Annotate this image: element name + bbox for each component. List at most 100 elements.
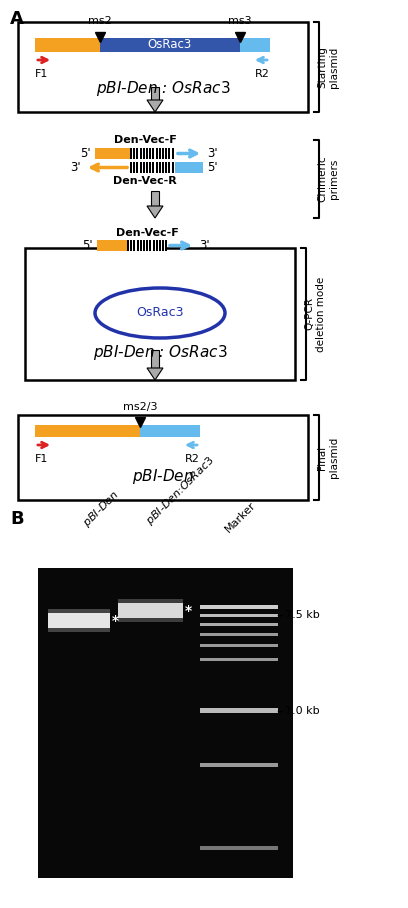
Text: ms3: ms3 xyxy=(228,16,252,26)
Text: 1.0 kb: 1.0 kb xyxy=(285,706,319,716)
Bar xyxy=(97,240,127,251)
Bar xyxy=(140,425,200,437)
Text: ms2/3: ms2/3 xyxy=(123,402,157,412)
Bar xyxy=(136,162,138,173)
Bar xyxy=(130,148,175,159)
Bar xyxy=(151,350,159,368)
Bar xyxy=(100,38,240,52)
Text: F1: F1 xyxy=(35,69,49,79)
Bar xyxy=(162,162,164,173)
Text: R2: R2 xyxy=(185,454,200,464)
Bar xyxy=(175,162,203,173)
Text: 5': 5' xyxy=(82,239,93,252)
Bar xyxy=(200,605,278,609)
Text: 5': 5' xyxy=(80,147,91,160)
Bar xyxy=(155,162,157,173)
Bar xyxy=(240,38,270,52)
Bar xyxy=(200,644,278,647)
Bar xyxy=(143,148,145,159)
Bar xyxy=(151,87,159,100)
Text: Q-PCR
deletion mode: Q-PCR deletion mode xyxy=(304,276,326,351)
Bar xyxy=(130,162,175,173)
Bar xyxy=(153,148,154,159)
Bar xyxy=(149,240,151,251)
Bar xyxy=(153,162,154,173)
Bar xyxy=(165,162,167,173)
Bar xyxy=(153,240,155,251)
Bar xyxy=(200,658,278,661)
Bar xyxy=(48,609,110,632)
Bar xyxy=(35,425,140,437)
Bar xyxy=(149,148,151,159)
Bar xyxy=(146,240,148,251)
Bar xyxy=(143,162,145,173)
Bar xyxy=(200,763,278,767)
Text: $\mathit{pBI}$-$\mathit{Den}$: $\mathit{pBI}$-$\mathit{Den}$ xyxy=(80,488,122,530)
Bar xyxy=(130,162,132,173)
Bar xyxy=(149,162,151,173)
Bar xyxy=(146,148,148,159)
Bar xyxy=(200,846,278,850)
Bar xyxy=(159,240,161,251)
Text: $\mathit{pBI}$-$\mathit{Den}$ : $\mathit{OsRac3}$: $\mathit{pBI}$-$\mathit{Den}$ : $\mathit… xyxy=(96,78,230,97)
Bar xyxy=(48,613,110,628)
Text: 3': 3' xyxy=(70,161,81,174)
Text: F1: F1 xyxy=(35,454,49,464)
Bar xyxy=(140,240,142,251)
Text: Den-Vec-F: Den-Vec-F xyxy=(115,228,178,238)
Text: ms2: ms2 xyxy=(88,16,112,26)
Text: Den-Vec-F: Den-Vec-F xyxy=(113,135,176,145)
Bar xyxy=(133,240,135,251)
Polygon shape xyxy=(147,100,163,112)
Bar xyxy=(140,162,142,173)
Bar xyxy=(172,148,173,159)
Text: *: * xyxy=(185,604,192,617)
Bar xyxy=(133,162,135,173)
Bar xyxy=(200,623,278,626)
Bar xyxy=(136,148,138,159)
Bar xyxy=(159,148,161,159)
Bar xyxy=(18,22,308,112)
Bar xyxy=(200,633,278,636)
Bar xyxy=(162,240,164,251)
Text: Starting
plasmid: Starting plasmid xyxy=(317,46,339,88)
Text: 7.5 kb: 7.5 kb xyxy=(285,610,320,620)
Bar xyxy=(18,415,308,500)
Text: Marker: Marker xyxy=(223,499,257,534)
Text: 3': 3' xyxy=(199,239,210,252)
Text: B: B xyxy=(10,510,24,528)
Text: 5': 5' xyxy=(207,161,217,174)
Bar xyxy=(127,240,167,251)
Bar xyxy=(127,240,129,251)
Bar xyxy=(118,599,183,622)
Text: OsRac3: OsRac3 xyxy=(136,307,184,320)
Bar xyxy=(130,148,132,159)
Bar xyxy=(140,148,142,159)
Bar xyxy=(165,240,167,251)
Text: R2: R2 xyxy=(255,69,270,79)
Bar xyxy=(200,708,278,713)
Text: A: A xyxy=(10,10,24,28)
Bar xyxy=(118,603,183,618)
Text: $\mathit{pBI}$-$\mathit{Den}$:$\mathit{OsRac3}$: $\mathit{pBI}$-$\mathit{Den}$:$\mathit{O… xyxy=(143,453,217,528)
Text: Final
plasmid: Final plasmid xyxy=(317,437,339,479)
Bar xyxy=(133,148,135,159)
Bar xyxy=(162,148,164,159)
Text: $\mathit{pBI}$-$\mathit{Den}$: $\mathit{pBI}$-$\mathit{Den}$ xyxy=(132,468,194,487)
Polygon shape xyxy=(147,368,163,380)
Bar xyxy=(200,614,278,617)
Bar xyxy=(95,148,130,159)
Bar xyxy=(146,162,148,173)
Text: OsRac3: OsRac3 xyxy=(148,38,192,52)
Bar xyxy=(169,162,170,173)
Polygon shape xyxy=(147,206,163,218)
Bar xyxy=(159,162,161,173)
Text: Den-Vec-R: Den-Vec-R xyxy=(113,176,177,186)
Bar xyxy=(165,148,167,159)
Bar xyxy=(38,568,293,878)
Bar xyxy=(130,240,132,251)
Bar xyxy=(156,240,158,251)
Bar xyxy=(155,148,157,159)
Text: 3': 3' xyxy=(207,147,217,160)
Bar xyxy=(169,148,170,159)
